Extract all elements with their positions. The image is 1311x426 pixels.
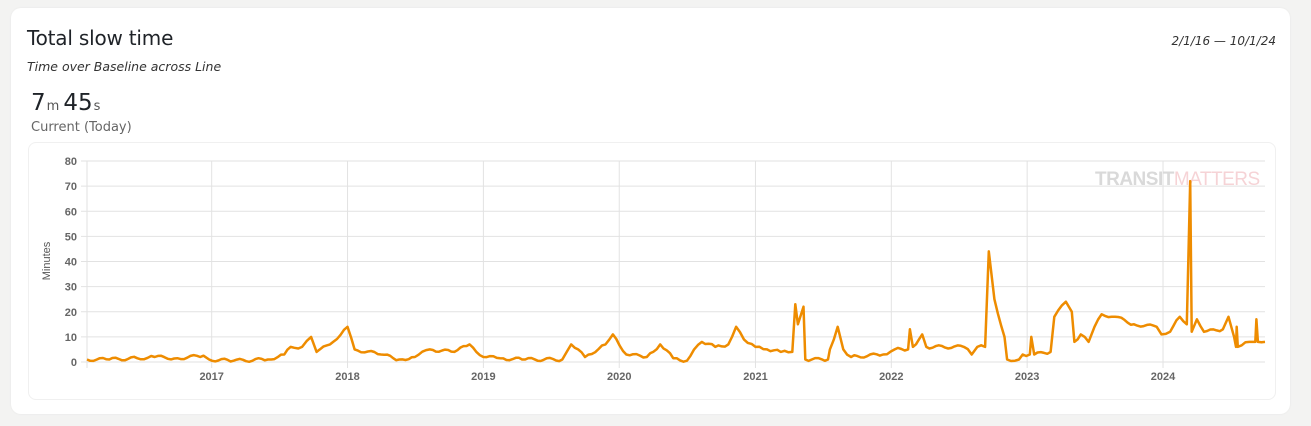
current-caption: Current (Today) — [31, 120, 132, 135]
y-tick-label: 30 — [65, 282, 77, 294]
slow-time-line — [86, 179, 1266, 364]
x-tick-label: 2017 — [199, 371, 223, 383]
x-tick-label: 2018 — [335, 371, 359, 383]
y-tick-label: 50 — [65, 231, 77, 243]
card-title: Total slow time — [27, 26, 174, 50]
y-tick-label: 70 — [65, 181, 77, 193]
current-seconds: 45 — [63, 90, 93, 116]
y-tick-label: 20 — [65, 307, 77, 319]
grid — [81, 160, 1265, 368]
chart-container: 0 10 20 30 40 50 60 70 80 2017 2018 2019 2020 2021 20… — [28, 142, 1276, 400]
y-tick-label: 60 — [65, 206, 77, 218]
y-tick-label: 0 — [71, 357, 77, 369]
x-tick-label: 2022 — [879, 371, 903, 383]
y-axis-label: Minutes — [41, 241, 53, 280]
minutes-unit: m — [46, 99, 60, 114]
y-tick-label: 80 — [65, 156, 77, 168]
y-axis: 0 10 20 30 40 50 60 70 80 — [65, 156, 77, 369]
y-tick-label: 10 — [65, 332, 77, 344]
seconds-unit: s — [93, 99, 101, 114]
y-tick-label: 40 — [65, 257, 77, 269]
x-tick-label: 2024 — [1151, 371, 1176, 383]
x-tick-label: 2019 — [471, 371, 495, 383]
card-subtitle: Time over Baseline across Line — [27, 59, 222, 74]
transitmatters-watermark: TRANSITMATTERS — [1095, 169, 1260, 190]
x-tick-label: 2020 — [607, 371, 631, 383]
x-axis: 2017 2018 2019 2020 2021 2022 2023 2024 — [199, 371, 1176, 383]
x-tick-label: 2023 — [1015, 371, 1039, 383]
watermark-part1: TRANSIT — [1095, 169, 1175, 190]
total-slow-time-card: Total slow time Time over Baseline acros… — [11, 8, 1290, 414]
current-value: 7m 45s — [31, 90, 104, 116]
watermark-part2: MATTERS — [1174, 169, 1260, 190]
date-range: 2/1/16 — 10/1/24 — [1171, 34, 1276, 48]
x-tick-label: 2021 — [743, 371, 767, 383]
current-minutes: 7 — [31, 90, 46, 116]
